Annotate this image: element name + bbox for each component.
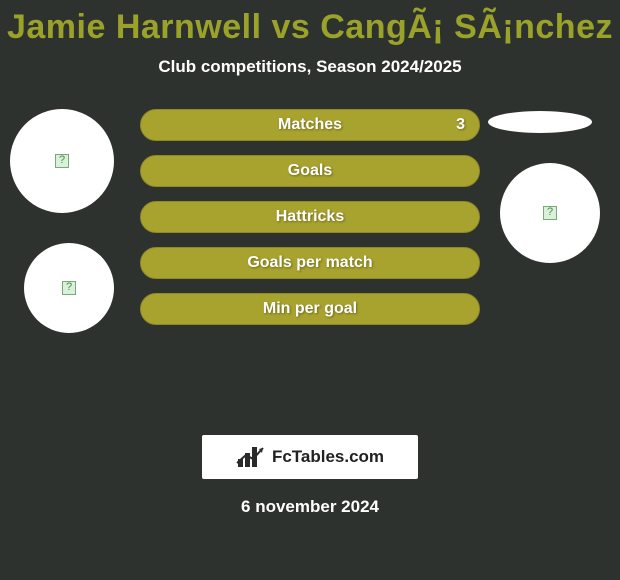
stat-bar-label: Goals: [288, 162, 332, 180]
brand-text: FcTables.com: [272, 447, 384, 467]
image-placeholder-icon: [62, 281, 76, 295]
stat-bar-goals: Goals: [140, 155, 480, 187]
brand-box: FcTables.com: [202, 435, 418, 479]
player-photo-right: [500, 163, 600, 263]
image-placeholder-icon: [55, 154, 69, 168]
comparison-stage: Matches 3 Goals Hattricks Goals per matc…: [0, 95, 620, 435]
stat-bar-matches: Matches 3: [140, 109, 480, 141]
comparison-subtitle: Club competitions, Season 2024/2025: [0, 57, 620, 77]
player-photo-left-bottom: [24, 243, 114, 333]
stat-bar-label: Matches: [278, 116, 342, 134]
image-placeholder-icon: [543, 206, 557, 220]
stat-bar-label: Goals per match: [247, 254, 372, 272]
stat-bar-value: 3: [456, 116, 465, 134]
decorative-oval: [488, 111, 592, 133]
stat-bar-hattricks: Hattricks: [140, 201, 480, 233]
player-photo-left-top: [10, 109, 114, 213]
stat-bar-goals-per-match: Goals per match: [140, 247, 480, 279]
stat-bar-min-per-goal: Min per goal: [140, 293, 480, 325]
stat-bars: Matches 3 Goals Hattricks Goals per matc…: [140, 109, 480, 339]
comparison-title: Jamie Harnwell vs CangÃ¡ SÃ¡nchez: [0, 0, 620, 47]
generated-date: 6 november 2024: [0, 497, 620, 517]
brand-bars-icon: [236, 445, 266, 469]
stat-bar-label: Min per goal: [263, 300, 357, 318]
stat-bar-label: Hattricks: [276, 208, 344, 226]
